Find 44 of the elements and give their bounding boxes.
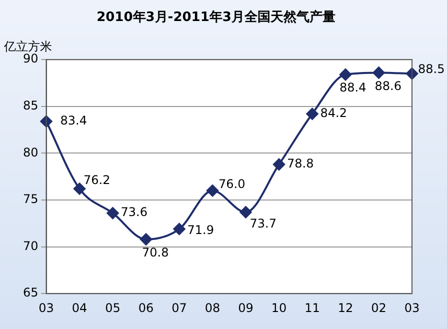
x-tick-label: 02 [371,300,386,315]
x-tick-label: 12 [338,300,354,315]
y-tick-label: 65 [22,286,38,300]
point [140,233,152,246]
point [74,182,86,195]
point [173,223,186,236]
data-label: 73.7 [250,216,276,230]
y-tick-label: 85 [22,98,38,113]
point [340,68,352,81]
point [306,108,318,120]
x-tick-label: 03 [38,300,54,315]
data-label: 88.4 [340,80,366,95]
point [40,115,52,128]
x-tick-label: 04 [72,300,88,315]
x-tick-label: 10 [271,300,287,315]
data-label: 71.9 [187,223,214,238]
point [372,66,385,79]
x-tick-label: 03 [404,300,420,315]
data-label: 70.8 [142,245,169,260]
x-tick-label: 06 [138,300,154,315]
x-tick-label: 11 [304,300,320,315]
data-label: 83.4 [60,114,87,128]
point [240,206,252,218]
y-tick-label: 70 [22,238,38,253]
y-tick-label: 90 [22,52,38,66]
data-label: 84.2 [320,106,347,120]
data-label: 88.6 [374,78,402,93]
point [206,184,219,197]
y-tick-label: 75 [22,192,38,206]
x-tick-label: 07 [172,300,187,315]
data-label: 88.5 [418,62,445,76]
data-label: 73.6 [120,205,148,220]
point [106,207,119,220]
y-tick-label: 80 [22,145,38,160]
x-tick-label: 05 [105,300,120,315]
point [273,158,286,170]
data-label: 76.0 [218,176,246,191]
x-tick-label: 09 [238,300,254,315]
x-tick-label: 08 [204,300,220,315]
point [406,68,418,80]
data-label: 76.2 [84,172,110,187]
y-axis-title: 亿立方米 [3,40,52,54]
chart-title: 2010年3月-2011年3月全国天然气产量 [96,9,336,26]
data-label: 78.8 [287,156,314,171]
